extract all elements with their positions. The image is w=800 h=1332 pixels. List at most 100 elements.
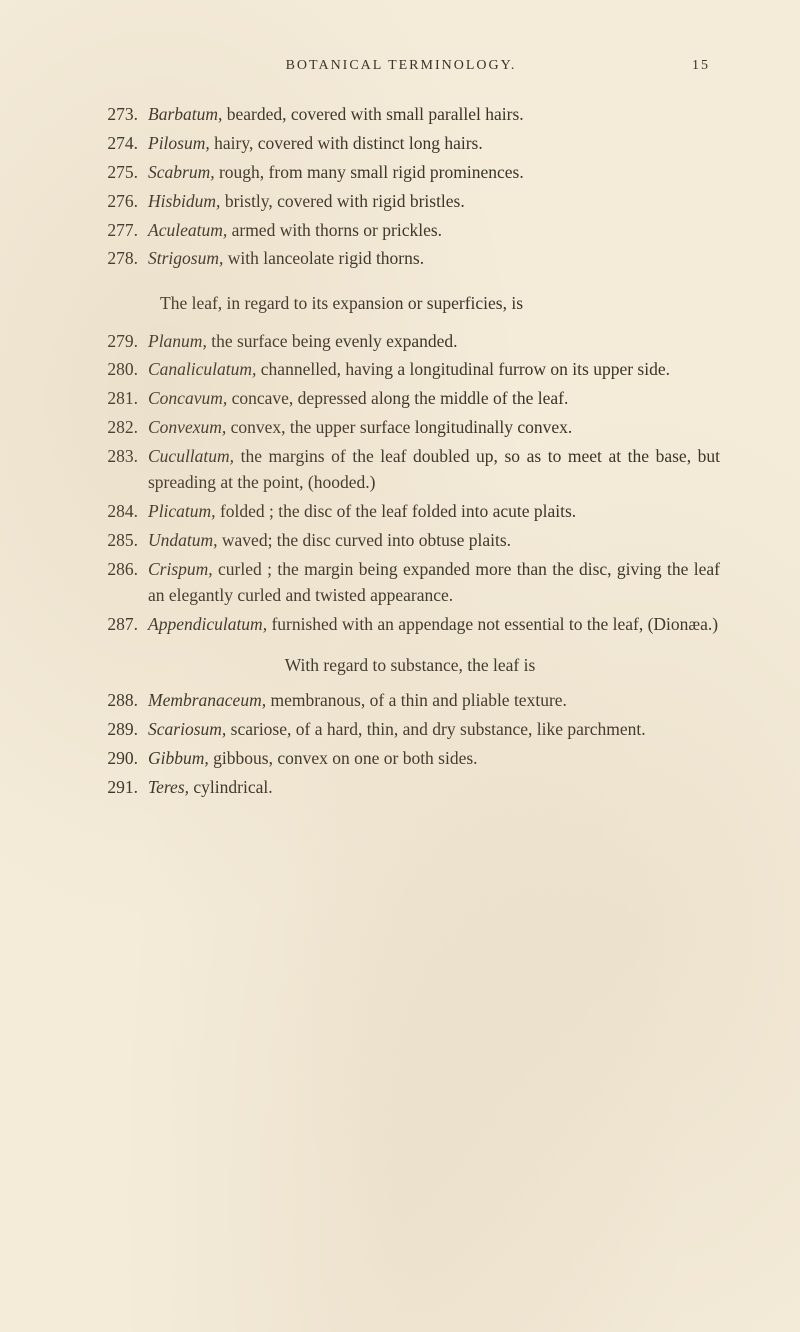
entry-text: Planum, the surface being evenly expande… [148,329,720,355]
entry: 282.Convexum, convex, the upper surface … [100,415,720,441]
entry-definition: gibbous, convex on one or both sides. [209,748,478,768]
entry-definition: waved; the disc curved into obtuse plait… [218,530,512,550]
entry-term: Scabrum, [148,162,215,182]
entry: 291.Teres, cylindrical. [100,775,720,801]
entry: 285.Undatum, waved; the disc curved into… [100,528,720,554]
entry: 275.Scabrum, rough, from many small rigi… [100,160,720,186]
entry-text: Cucullatum, the margins of the leaf doub… [148,444,720,496]
entry-term: Crispum, [148,559,213,579]
entry-text: Plicatum, folded ; the disc of the leaf … [148,499,720,525]
entry-term: Concavum, [148,388,227,408]
entry-text: Crispum, curled ; the margin being expan… [148,557,720,609]
entry-number: 273. [100,102,148,128]
entry-definition: concave, depressed along the middle of t… [227,388,568,408]
entry-term: Aculeatum, [148,220,227,240]
entry-definition: channelled, having a longitudinal furrow… [256,359,670,379]
entry-text: Concavum, concave, depressed along the m… [148,386,720,412]
entry-term: Strigosum, [148,248,223,268]
entry-text: Gibbum, gibbous, convex on one or both s… [148,746,720,772]
entry-number: 290. [100,746,148,772]
entry: 283.Cucullatum, the margins of the leaf … [100,444,720,496]
entry-number: 285. [100,528,148,554]
entry: 281.Concavum, concave, depressed along t… [100,386,720,412]
entry: 280.Canaliculatum, channelled, having a … [100,357,720,383]
entry-text: Appendiculatum, furnished with an append… [148,612,720,638]
entry-text: Undatum, waved; the disc curved into obt… [148,528,720,554]
entry-number: 286. [100,557,148,609]
entry-text: Pilosum, hairy, covered with distinct lo… [148,131,720,157]
entry-text: Hisbidum, bristly, covered with rigid br… [148,189,720,215]
entry-number: 279. [100,329,148,355]
entry-text: Barbatum, bearded, covered with small pa… [148,102,720,128]
entry: 278.Strigosum, with lanceolate rigid tho… [100,246,720,272]
entry-definition: membranous, of a thin and pliable textur… [266,690,567,710]
entry-term: Hisbidum, [148,191,220,211]
entry-definition: the margins of the leaf doubled up, so a… [148,446,720,492]
entry-text: Membranaceum, membranous, of a thin and … [148,688,720,714]
page-number: 15 [692,58,710,74]
entry-text: Canaliculatum, channelled, having a long… [148,357,720,383]
page-header: BOTANICAL TERMINOLOGY. 15 [100,58,720,74]
entry: 286.Crispum, curled ; the margin being e… [100,557,720,609]
entry-number: 274. [100,131,148,157]
entry-number: 281. [100,386,148,412]
entry-number: 284. [100,499,148,525]
entry-text: Teres, cylindrical. [148,775,720,801]
entry-term: Teres, [148,777,189,797]
entry-term: Undatum, [148,530,218,550]
entry-definition: convex, the upper surface longitudinally… [226,417,572,437]
entry: 273.Barbatum, bearded, covered with smal… [100,102,720,128]
entry-term: Scariosum, [148,719,226,739]
entry-definition: cylindrical. [189,777,273,797]
entry-text: Scariosum, scariose, of a hard, thin, an… [148,717,720,743]
entry: 289.Scariosum, scariose, of a hard, thin… [100,717,720,743]
entry-number: 276. [100,189,148,215]
entry-term: Planum, [148,331,207,351]
entry: 276.Hisbidum, bristly, covered with rigi… [100,189,720,215]
entry-number: 287. [100,612,148,638]
entry-definition: bearded, covered with small parallel hai… [222,104,523,124]
section-heading-2: With regard to substance, the leaf is [100,655,720,676]
entry-definition: folded ; the disc of the leaf folded int… [216,501,577,521]
entry-definition: furnished with an appendage not essentia… [267,614,718,634]
entry-definition: with lanceolate rigid thorns. [223,248,424,268]
entry: 287.Appendiculatum, furnished with an ap… [100,612,720,638]
entry: 290.Gibbum, gibbous, convex on one or bo… [100,746,720,772]
section-heading-1: The leaf, in regard to its expansion or … [160,290,720,316]
entry-text: Scabrum, rough, from many small rigid pr… [148,160,720,186]
entry: 288.Membranaceum, membranous, of a thin … [100,688,720,714]
entry-definition: hairy, covered with distinct long hairs. [210,133,483,153]
entry-definition: curled ; the margin being expanded more … [148,559,720,605]
entry-number: 275. [100,160,148,186]
entry-definition: bristly, covered with rigid bristles. [220,191,464,211]
entry-definition: scariose, of a hard, thin, and dry subst… [226,719,645,739]
entry-number: 277. [100,218,148,244]
entry-term: Canaliculatum, [148,359,256,379]
entry-definition: the surface being evenly expanded. [207,331,458,351]
entry-term: Pilosum, [148,133,210,153]
entry-text: Strigosum, with lanceolate rigid thorns. [148,246,720,272]
entry-text: Convexum, convex, the upper surface long… [148,415,720,441]
entry-number: 291. [100,775,148,801]
entry: 279.Planum, the surface being evenly exp… [100,329,720,355]
entry-number: 288. [100,688,148,714]
entry-term: Barbatum, [148,104,222,124]
header-title: BOTANICAL TERMINOLOGY. [110,58,692,74]
entry-term: Appendiculatum, [148,614,267,634]
entry-number: 282. [100,415,148,441]
entry-number: 283. [100,444,148,496]
entry-term: Convexum, [148,417,226,437]
entry-term: Membranaceum, [148,690,266,710]
entry: 277.Aculeatum, armed with thorns or pric… [100,218,720,244]
entry: 284.Plicatum, folded ; the disc of the l… [100,499,720,525]
entry-number: 280. [100,357,148,383]
entry-definition: rough, from many small rigid prominences… [215,162,524,182]
entry-term: Plicatum, [148,501,216,521]
entry: 274.Pilosum, hairy, covered with distinc… [100,131,720,157]
entry-term: Gibbum, [148,748,209,768]
entry-number: 289. [100,717,148,743]
entry-text: Aculeatum, armed with thorns or prickles… [148,218,720,244]
entries-group-2: 279.Planum, the surface being evenly exp… [100,329,720,638]
entry-definition: armed with thorns or prickles. [227,220,442,240]
entry-term: Cucullatum, [148,446,234,466]
